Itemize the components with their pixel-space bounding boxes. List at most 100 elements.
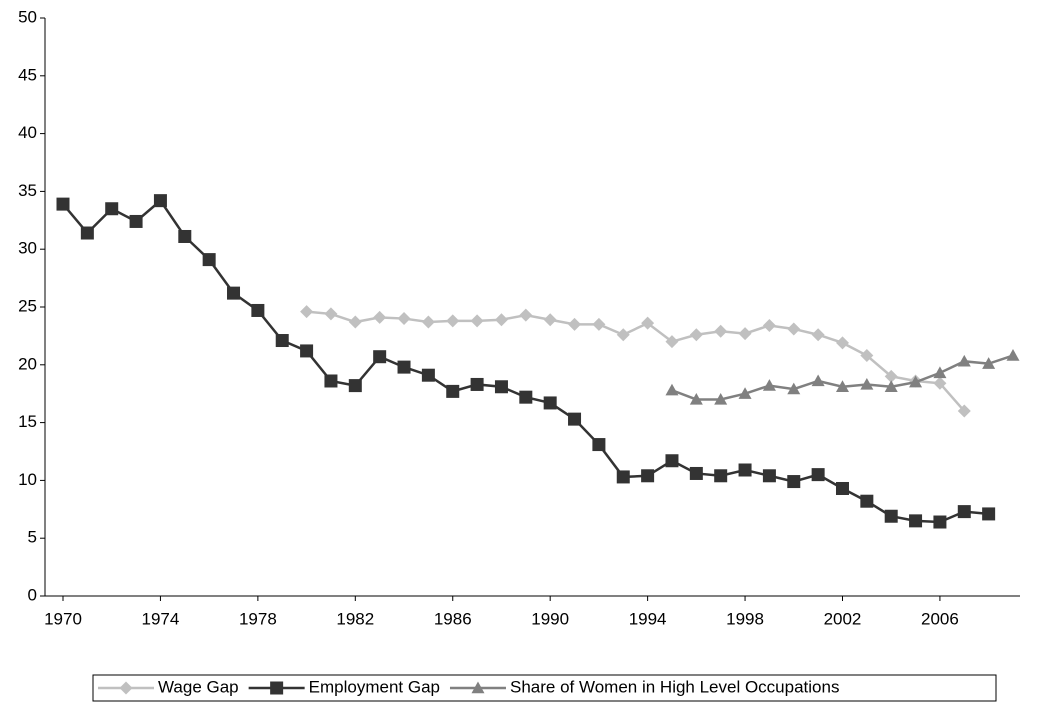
x-tick-label: 1978 xyxy=(239,609,277,628)
series-line xyxy=(62,198,989,524)
marker xyxy=(982,507,996,521)
legend-box xyxy=(92,674,997,702)
marker xyxy=(543,396,557,410)
marker xyxy=(592,317,606,331)
marker xyxy=(665,383,679,396)
x-tick-label: 1970 xyxy=(44,609,82,628)
marker xyxy=(592,438,606,452)
y-tick-label: 5 xyxy=(28,528,37,547)
y-tick-label: 35 xyxy=(18,181,37,200)
marker xyxy=(616,470,630,484)
x-tick-label: 2002 xyxy=(824,609,862,628)
marker xyxy=(348,315,362,329)
marker xyxy=(129,214,143,228)
y-tick-label: 20 xyxy=(18,354,37,373)
marker xyxy=(470,314,484,328)
marker xyxy=(446,384,460,398)
marker xyxy=(762,318,776,332)
marker xyxy=(446,314,460,328)
x-tick-label: 1974 xyxy=(142,609,180,628)
marker xyxy=(860,494,874,508)
marker xyxy=(957,354,971,367)
marker xyxy=(300,305,314,319)
marker xyxy=(835,380,849,392)
marker xyxy=(1006,349,1020,361)
legend-marker xyxy=(270,681,284,695)
y-tick-label: 50 xyxy=(18,7,37,26)
marker xyxy=(714,324,728,338)
marker xyxy=(689,328,703,342)
marker xyxy=(714,469,728,483)
marker xyxy=(738,327,752,341)
y-tick-label: 45 xyxy=(18,65,37,84)
x-tick-label: 2006 xyxy=(921,609,959,628)
marker xyxy=(519,390,533,404)
marker xyxy=(689,466,703,480)
marker xyxy=(568,412,582,426)
marker xyxy=(373,350,387,364)
marker xyxy=(178,229,192,243)
marker xyxy=(811,468,825,482)
marker xyxy=(641,469,655,483)
legend-marker xyxy=(471,681,485,694)
marker xyxy=(421,368,435,382)
marker xyxy=(835,336,849,350)
marker xyxy=(665,454,679,468)
marker xyxy=(787,382,801,395)
marker xyxy=(762,379,776,391)
marker xyxy=(494,313,508,327)
y-tick-label: 30 xyxy=(18,239,37,258)
marker xyxy=(762,469,776,483)
marker xyxy=(909,375,923,388)
marker xyxy=(884,369,898,383)
marker xyxy=(665,335,679,349)
marker xyxy=(957,404,971,418)
marker xyxy=(397,360,411,374)
x-tick-label: 1994 xyxy=(629,609,667,628)
marker xyxy=(933,366,947,379)
marker xyxy=(373,310,387,324)
marker xyxy=(787,322,801,336)
marker xyxy=(641,316,655,330)
marker xyxy=(689,392,703,405)
marker xyxy=(957,505,971,519)
y-tick-label: 0 xyxy=(28,585,37,604)
marker xyxy=(933,376,947,390)
marker xyxy=(860,349,874,363)
y-tick-label: 10 xyxy=(18,470,37,489)
marker xyxy=(543,313,557,327)
marker xyxy=(348,379,362,393)
marker xyxy=(153,194,167,208)
marker xyxy=(324,374,338,388)
legend-marker xyxy=(119,681,133,695)
x-tick-label: 1982 xyxy=(336,609,374,628)
y-tick-label: 15 xyxy=(18,412,37,431)
marker xyxy=(324,307,338,321)
marker xyxy=(275,334,289,348)
marker xyxy=(300,344,314,358)
marker xyxy=(982,357,996,369)
marker xyxy=(227,286,241,300)
x-tick-label: 1998 xyxy=(726,609,764,628)
marker xyxy=(616,328,630,342)
series-line xyxy=(306,310,966,412)
marker xyxy=(470,377,484,391)
marker xyxy=(811,328,825,342)
y-tick-label: 40 xyxy=(18,123,37,142)
marker xyxy=(494,380,508,394)
marker xyxy=(421,315,435,329)
marker xyxy=(202,253,216,267)
marker xyxy=(397,312,411,326)
marker xyxy=(835,481,849,495)
marker xyxy=(787,475,801,489)
marker xyxy=(811,374,825,387)
legend-label: Employment Gap xyxy=(309,677,440,696)
marker xyxy=(933,515,947,529)
marker xyxy=(738,463,752,477)
legend-label: Wage Gap xyxy=(158,677,239,696)
marker xyxy=(568,317,582,331)
marker xyxy=(884,509,898,523)
legend-label: Share of Women in High Level Occupations xyxy=(510,677,839,696)
marker xyxy=(519,308,533,322)
